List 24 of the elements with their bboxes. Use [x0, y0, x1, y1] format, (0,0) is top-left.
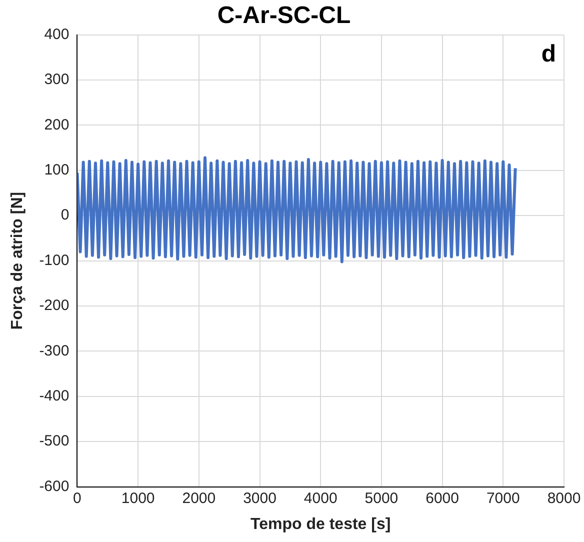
y-tick-label: -100	[39, 252, 70, 269]
x-tick-label: 1000	[121, 490, 155, 507]
y-tick-label: -300	[39, 342, 70, 360]
y-tick-label: 100	[44, 162, 70, 179]
y-tick-label: -600	[39, 478, 70, 495]
x-axis-title: Tempo de teste [s]	[250, 516, 391, 533]
y-tick-label: -500	[39, 432, 70, 450]
y-tick-label: 300	[44, 71, 70, 88]
x-tick-label: 8000	[547, 490, 581, 507]
y-axis-title: Força de atrito [N]	[9, 192, 26, 330]
x-tick-label: 5000	[364, 490, 398, 507]
y-tick-label: -200	[39, 297, 70, 314]
y-tick-label: 0	[60, 206, 70, 224]
x-tick-label: 6000	[426, 490, 459, 507]
x-tick-label: 7000	[486, 490, 520, 507]
y-tick-label: 400	[44, 26, 70, 43]
x-tick-label: 4000	[304, 490, 338, 507]
y-tick-label: -400	[39, 388, 70, 405]
annotation: d	[541, 40, 556, 68]
x-tick-label: 3000	[243, 490, 276, 507]
y-tick-label: 200	[44, 116, 70, 134]
x-tick-label: 0	[73, 490, 82, 507]
x-tick-label: 2000	[182, 490, 216, 507]
chart-title: C-Ar-SC-CL	[217, 2, 351, 30]
